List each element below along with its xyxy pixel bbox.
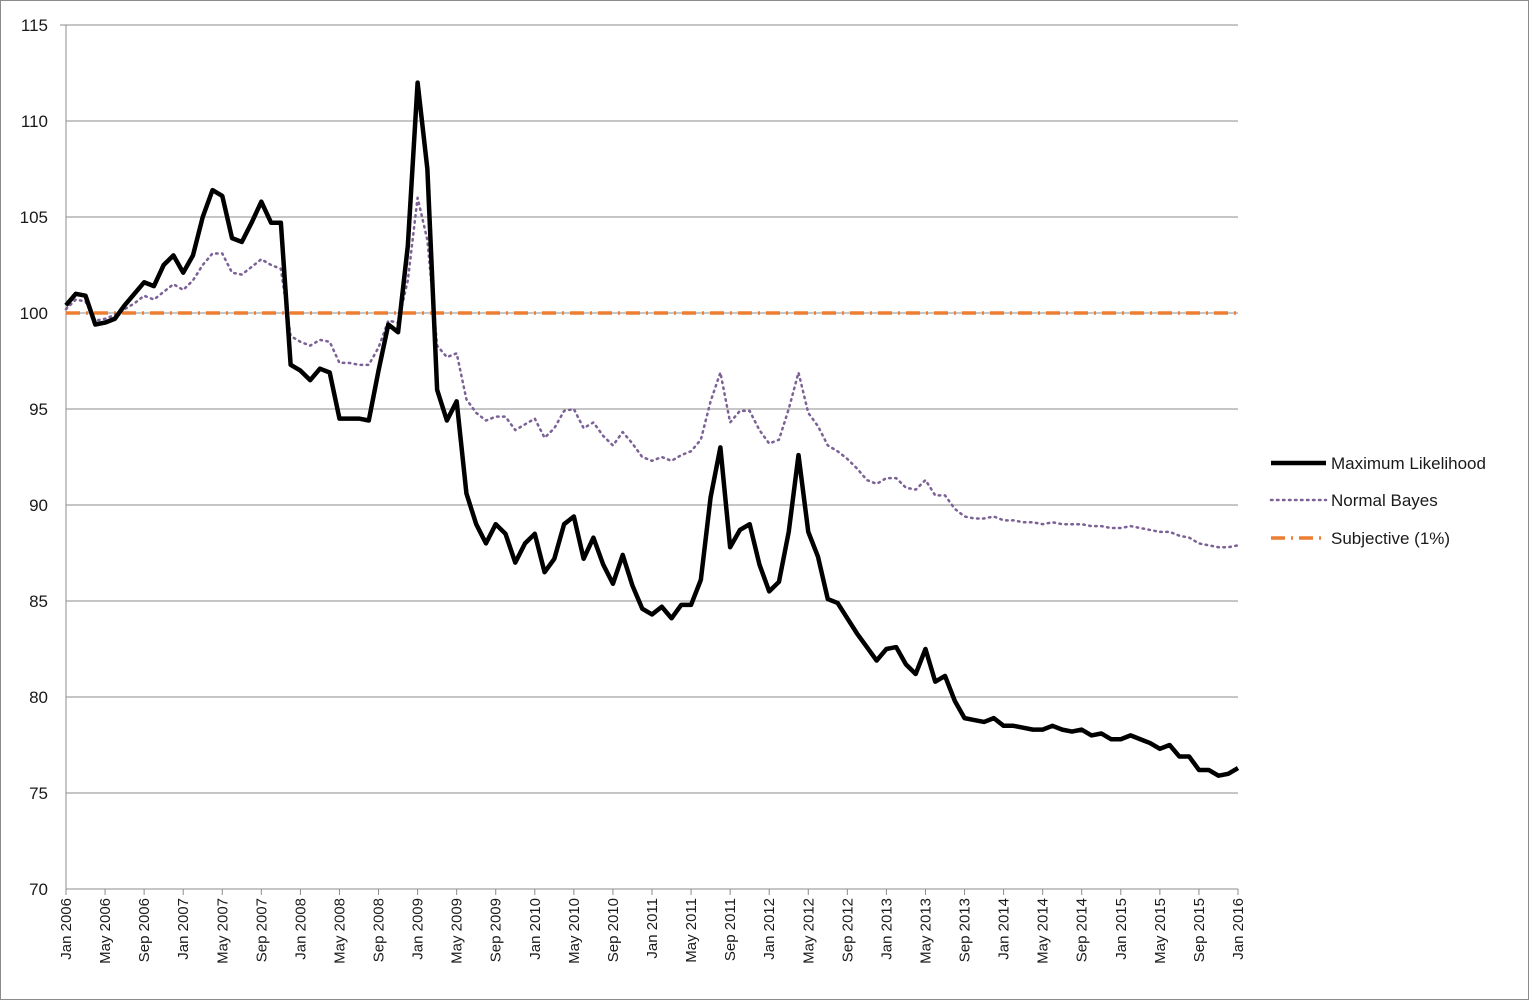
y-tick-label: 110 — [21, 112, 48, 131]
x-tick-label: May 2015 — [1152, 898, 1169, 964]
x-axis-ticks: Jan 2006 May 2006 Sep 2006 Jan 2007 May 2007… — [58, 889, 1247, 964]
x-tick-label: Sep 2010 — [605, 898, 622, 962]
x-tick-label: May 2012 — [800, 898, 817, 964]
legend-label-normal-bayes: Normal Bayes — [1331, 491, 1438, 510]
y-tick-label: 80 — [29, 688, 48, 707]
x-tick-label: Jan 2013 — [878, 898, 895, 960]
series-lines — [64, 80, 1240, 778]
x-tick-label: Sep 2008 — [371, 898, 388, 962]
x-tick-label: Sep 2012 — [839, 898, 856, 962]
x-tick-label: Jan 2014 — [996, 898, 1013, 960]
y-tick-label: 115 — [21, 16, 48, 35]
x-tick-label: Jan 2012 — [761, 898, 778, 960]
legend: Maximum Likelihood Normal Bayes Subjective… — [1269, 454, 1486, 548]
x-tick-label: May 2011 — [683, 898, 700, 963]
x-tick-label: Sep 2007 — [253, 898, 270, 962]
y-tick-label: 100 — [20, 304, 48, 323]
x-tick-label: May 2014 — [1035, 898, 1052, 964]
x-tick-label: May 2009 — [449, 898, 466, 964]
x-tick-label: Sep 2014 — [1074, 898, 1091, 962]
y-tick-label: 75 — [29, 784, 48, 803]
x-tick-label: May 2008 — [331, 898, 348, 964]
x-tick-label: Jan 2006 — [58, 898, 75, 960]
x-tick-label: Jan 2015 — [1113, 898, 1130, 960]
y-tick-label: 90 — [29, 496, 48, 515]
x-tick-label: Jan 2016 — [1230, 898, 1247, 960]
series-line-normal-bayes — [64, 196, 1240, 549]
x-tick-label: May 2006 — [97, 898, 114, 964]
x-tick-label: May 2007 — [214, 898, 231, 964]
x-tick-label: Jan 2007 — [175, 898, 192, 960]
x-tick-label: Sep 2013 — [957, 898, 974, 962]
x-tick-label: Sep 2009 — [488, 898, 505, 962]
x-tick-label: Sep 2011 — [722, 898, 739, 961]
y-tick-label: 105 — [20, 208, 48, 227]
x-tick-label: Jan 2011 — [644, 898, 661, 959]
gridlines — [66, 24, 1238, 794]
x-tick-label: Jan 2008 — [292, 898, 309, 960]
y-tick-label: 70 — [29, 880, 48, 899]
y-tick-label: 95 — [29, 400, 48, 419]
x-tick-label: May 2010 — [566, 898, 583, 964]
series-line-maximum-likelihood — [64, 80, 1240, 778]
legend-label-subjective-1: Subjective (1%) — [1331, 529, 1450, 548]
legend-label-maximum-likelihood: Maximum Likelihood — [1331, 454, 1486, 473]
x-tick-label: Jan 2010 — [527, 898, 544, 960]
y-tick-label: 85 — [29, 592, 48, 611]
x-tick-label: Sep 2006 — [136, 898, 153, 962]
x-tick-label: Sep 2015 — [1191, 898, 1208, 962]
y-axis-ticks: 70 75 80 85 90 95 100 105 110 115 — [20, 16, 48, 899]
axes — [60, 24, 1238, 890]
x-tick-label: Jan 2009 — [410, 898, 427, 960]
x-tick-label: May 2013 — [917, 898, 934, 964]
